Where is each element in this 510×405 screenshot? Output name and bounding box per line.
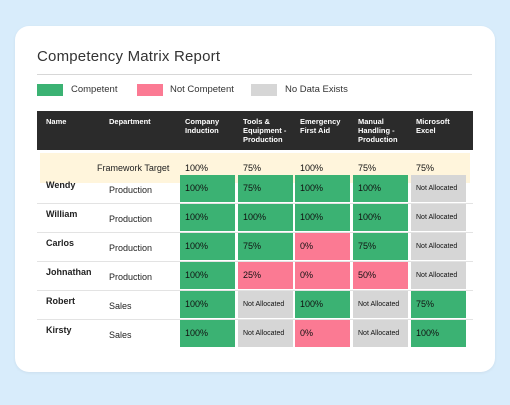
header-competency: Manual Handling - Production [358,117,398,144]
header-competency-line: Tools & [243,117,270,126]
header-competency: Tools & Equipment - Production [243,117,286,144]
table-row: Kirsty Sales 100% Not Allocated 0% Not Alloca… [37,319,473,348]
row-divider [37,232,473,233]
competency-cell-not-competent: 0% [295,233,350,260]
competency-cell-no-data: Not Allocated [238,320,293,347]
header-competency-line: Production [243,135,283,144]
header-name: Name [46,117,67,126]
competency-cell-no-data: Not Allocated [411,204,466,231]
competency-cell-not-competent: 0% [295,262,350,289]
employee-department: Production [109,185,153,195]
competency-cell-competent: 75% [353,233,408,260]
framework-target-value: 75% [358,163,377,173]
table-row: Wendy Production 100% 75% 100% 100% Not Alloca… [37,174,473,203]
competency-cell-competent: 100% [353,175,408,202]
legend-swatch-competent [37,84,63,96]
employee-name: Kirsty [46,325,72,335]
table-row: Robert Sales 100% Not Allocated 100% Not Allo… [37,290,473,319]
header-competency-line: First Aid [300,126,331,135]
row-divider [37,203,473,204]
competency-cell-competent: 100% [353,204,408,231]
employee-name: Wendy [46,180,76,190]
row-divider [37,261,473,262]
competency-cell-no-data: Not Allocated [411,175,466,202]
header-competency-line: Induction [185,126,219,135]
competency-cell-competent: 100% [180,262,235,289]
header-competency-line: Manual [358,117,384,126]
competency-cell-competent: 100% [180,233,235,260]
competency-matrix-table: Name Department Company Induction Tools & E… [37,111,473,351]
framework-target-value: 75% [416,163,435,173]
competency-cell-competent: 100% [180,291,235,318]
competency-cell-competent: 100% [411,320,466,347]
employee-department: Sales [109,301,132,311]
framework-target-value: 75% [243,163,262,173]
competency-cell-competent: 75% [238,233,293,260]
competency-cell-competent: 100% [295,204,350,231]
legend-swatch-no-data [251,84,277,96]
header-competency-line: Equipment - [243,126,287,135]
employee-department: Production [109,243,153,253]
employee-name: William [46,209,78,219]
competency-cell-competent: 100% [295,175,350,202]
legend: Competent Not Competent No Data Exists [37,83,477,99]
employee-department: Production [109,214,153,224]
header-competency-line: Production [358,135,398,144]
competency-cell-competent: 100% [180,175,235,202]
framework-target-value: 100% [300,163,324,173]
framework-target-label: Framework Target [97,163,170,173]
table-row: Carlos Production 100% 75% 0% 75% Not Allocate… [37,232,473,261]
header-competency: Microsoft Excel [416,117,450,135]
legend-label: Not Competent [170,84,234,95]
header-competency: Emergency First Aid [300,117,340,135]
header-competency-line: Microsoft [416,117,450,126]
page-title: Competency Matrix Report [37,48,221,65]
competency-cell-no-data: Not Allocated [411,233,466,260]
row-divider [37,319,473,320]
header-competency-line: Emergency [300,117,341,126]
competency-cell-no-data: Not Allocated [411,262,466,289]
legend-swatch-not-competent [137,84,163,96]
competency-cell-competent: 100% [238,204,293,231]
header-competency: Company Induction [185,117,219,135]
competency-cell-not-competent: 50% [353,262,408,289]
competency-cell-competent: 100% [180,320,235,347]
legend-label: No Data Exists [285,84,348,95]
employee-name: Carlos [46,238,75,248]
competency-cell-not-competent: 0% [295,320,350,347]
row-divider [37,290,473,291]
table-row: William Production 100% 100% 100% 100% Not All… [37,203,473,232]
header-department: Department [109,117,151,126]
framework-target-value: 100% [185,163,209,173]
competency-cell-no-data: Not Allocated [353,291,408,318]
competency-cell-competent: 100% [180,204,235,231]
title-divider [37,74,472,75]
header-competency-line: Company [185,117,220,126]
competency-cell-no-data: Not Allocated [238,291,293,318]
header-competency-line: Excel [416,126,436,135]
employee-name: Robert [46,296,75,306]
table-header: Name Department Company Induction Tools & E… [37,111,473,150]
header-competency-line: Handling - [358,126,395,135]
competency-cell-competent: 100% [295,291,350,318]
employee-department: Production [109,272,153,282]
table-row: Johnathan Production 100% 25% 0% 50% Not Alloc… [37,261,473,290]
legend-label: Competent [71,84,118,95]
competency-cell-competent: 75% [238,175,293,202]
employee-department: Sales [109,330,132,340]
employee-name: Johnathan [46,267,92,277]
competency-cell-not-competent: 25% [238,262,293,289]
competency-cell-competent: 75% [411,291,466,318]
competency-cell-no-data: Not Allocated [353,320,408,347]
